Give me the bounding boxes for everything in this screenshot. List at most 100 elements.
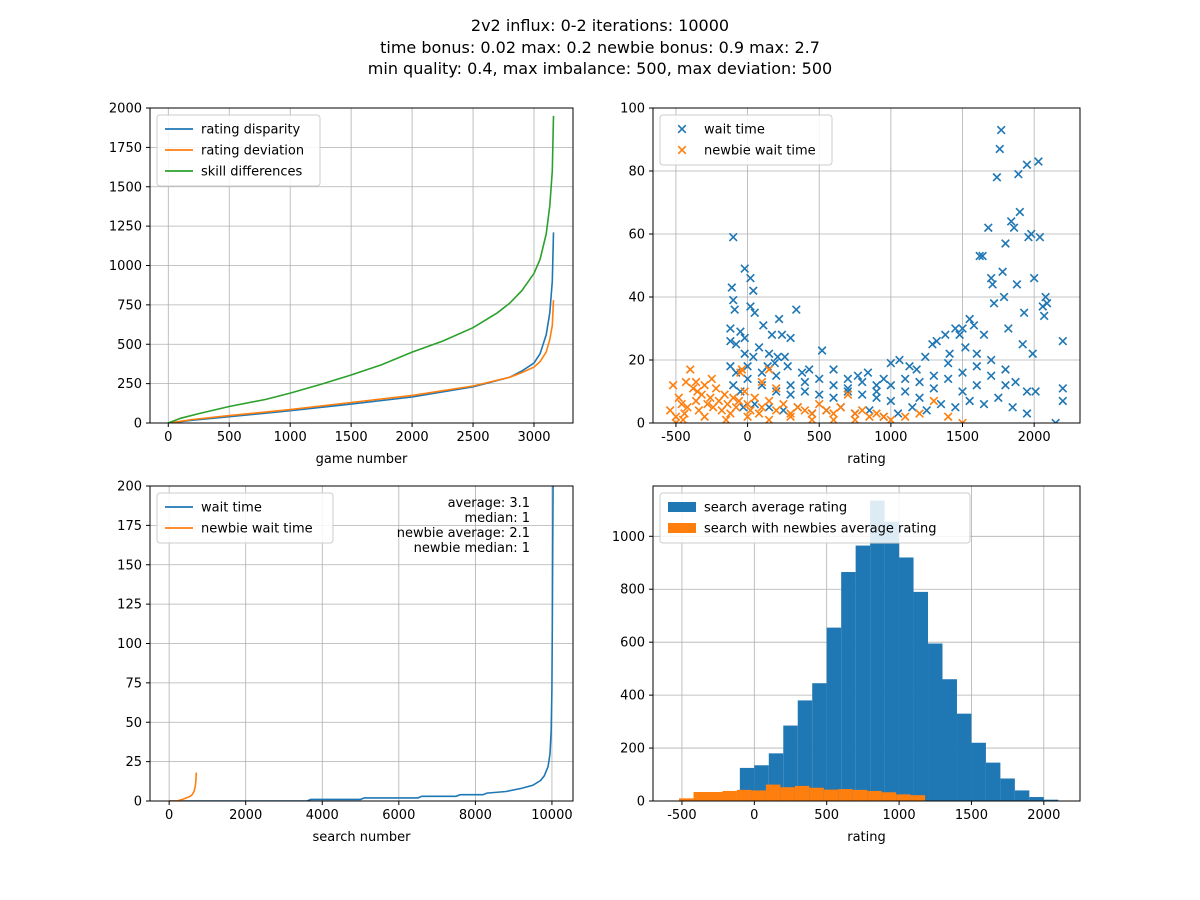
- scatter-point-0: [814, 390, 824, 400]
- legend-label: rating deviation: [201, 144, 304, 159]
- scatter-point-0: [843, 374, 853, 384]
- x-axis-label: search number: [312, 830, 411, 845]
- legend-box: [659, 114, 833, 166]
- scatter-point-1: [958, 418, 967, 423]
- scatter-point-0: [872, 380, 881, 390]
- x-tick-label: 1500: [946, 430, 979, 445]
- legend-box: [659, 492, 971, 544]
- scatter-point-0: [853, 371, 863, 381]
- scatter-point-0: [758, 320, 768, 330]
- scatter-point-0: [943, 358, 953, 368]
- y-tick-label: 500: [117, 338, 142, 353]
- x-tick-label: 0: [750, 808, 758, 823]
- scatter-point-0: [886, 380, 896, 390]
- scatter-point-0: [915, 377, 924, 387]
- scatter-point-0: [936, 399, 946, 409]
- scatter-point-1: [779, 399, 788, 409]
- legend-marker-swatch: [677, 145, 687, 155]
- figure-title-line-1: 2v2 influx: 0-2 iterations: 10000: [471, 16, 729, 35]
- histogram-bar-1: [823, 789, 839, 801]
- scatter-point-1: [793, 402, 803, 412]
- legend-box: [156, 492, 334, 544]
- x-tick-label: 6000: [382, 808, 415, 823]
- x-tick-label: 8000: [459, 808, 492, 823]
- scatter-point-1: [872, 409, 881, 418]
- y-tick-label: 400: [620, 689, 645, 704]
- scatter-point-0: [863, 368, 873, 377]
- scatter-point-0: [1022, 160, 1032, 170]
- scatter-point-0: [961, 343, 970, 352]
- scatter-point-0: [771, 387, 781, 396]
- y-tick-label: 200: [117, 480, 142, 495]
- histogram-bar-0: [783, 725, 798, 801]
- scatter-point-1: [843, 390, 853, 400]
- legend-label: wait time: [201, 501, 262, 516]
- scatter-point-0: [1039, 311, 1049, 321]
- scatter-point-0: [814, 374, 824, 384]
- scatter-point-1: [786, 412, 795, 422]
- rating-histogram-panel: -500 0 500 1000 1500 2000 0 200 400 600 800 1000 rat…: [612, 485, 1081, 845]
- histogram-bar-0: [884, 521, 900, 801]
- scatter-point-0: [945, 349, 954, 359]
- scatter-point-0: [730, 305, 740, 314]
- scatter-point-1: [750, 393, 760, 403]
- y-tick-label: 0: [637, 417, 645, 432]
- histogram-bar-0: [870, 500, 885, 801]
- scatter-point-1: [693, 387, 702, 396]
- scatter-point-1: [800, 406, 810, 415]
- scatter-point-1: [807, 415, 817, 423]
- scatter-point-0: [950, 402, 960, 412]
- series-line-0: [169, 486, 554, 801]
- y-tick-label: 1750: [109, 141, 142, 156]
- scatter-point-0: [743, 361, 752, 371]
- scatter-point-1: [707, 374, 717, 384]
- y-tick-label: 0: [134, 795, 142, 810]
- stat-annotation: newbie average: 2.1: [397, 526, 530, 541]
- scatter-point-0: [1001, 239, 1010, 248]
- figure-title-line-2: time bonus: 0.02 max: 0.2 newbie bonus: …: [380, 38, 820, 57]
- scatter-point-0: [777, 330, 787, 340]
- x-tick-label: 3000: [517, 430, 550, 445]
- x-tick-label: 10000: [531, 808, 572, 823]
- scatter-point-0: [780, 352, 790, 362]
- scatter-point-0: [943, 374, 953, 384]
- scatter-point-0: [748, 352, 758, 362]
- scatter-point-1: [705, 393, 715, 403]
- histogram-bar-1: [881, 792, 897, 801]
- scatter-point-0: [993, 393, 1003, 403]
- scatter-point-1: [786, 409, 795, 418]
- y-tick-label: 100: [620, 102, 645, 117]
- scatter-point-0: [774, 314, 784, 324]
- scatter-point-0: [872, 387, 881, 396]
- scatter-point-1: [814, 399, 824, 409]
- scatter-point-0: [773, 352, 783, 362]
- scatter-point-0: [757, 380, 767, 390]
- scatter-point-1: [865, 412, 874, 422]
- scatter-point-1: [678, 415, 688, 423]
- x-tick-label: 1000: [883, 808, 916, 823]
- scatter-point-1: [807, 409, 817, 418]
- scatter-point-0: [929, 371, 939, 381]
- scatter-point-0: [1038, 302, 1048, 311]
- scatter-point-0: [738, 402, 748, 412]
- scatter-point-1: [711, 383, 721, 393]
- legend-label: search with newbies average rating: [704, 522, 937, 537]
- scatter-point-0: [872, 393, 881, 403]
- x-tick-label: 2500: [456, 430, 489, 445]
- histogram-bar-0: [928, 643, 943, 801]
- scatter-point-0: [950, 324, 960, 333]
- y-tick-label: 250: [117, 377, 142, 392]
- scatter-point-0: [998, 267, 1007, 277]
- y-tick-label: 800: [620, 583, 645, 598]
- scatter-point-1: [677, 399, 687, 409]
- scatter-point-0: [1031, 387, 1040, 396]
- scatter-point-0: [857, 377, 867, 387]
- scatter-point-0: [857, 390, 867, 400]
- scatter-point-1: [685, 365, 695, 374]
- histogram-bar-0: [812, 683, 827, 801]
- histogram-bar-1: [751, 790, 766, 801]
- scatter-point-0: [1001, 380, 1010, 390]
- x-tick-label: 1500: [955, 808, 988, 823]
- scatter-point-0: [1026, 229, 1036, 239]
